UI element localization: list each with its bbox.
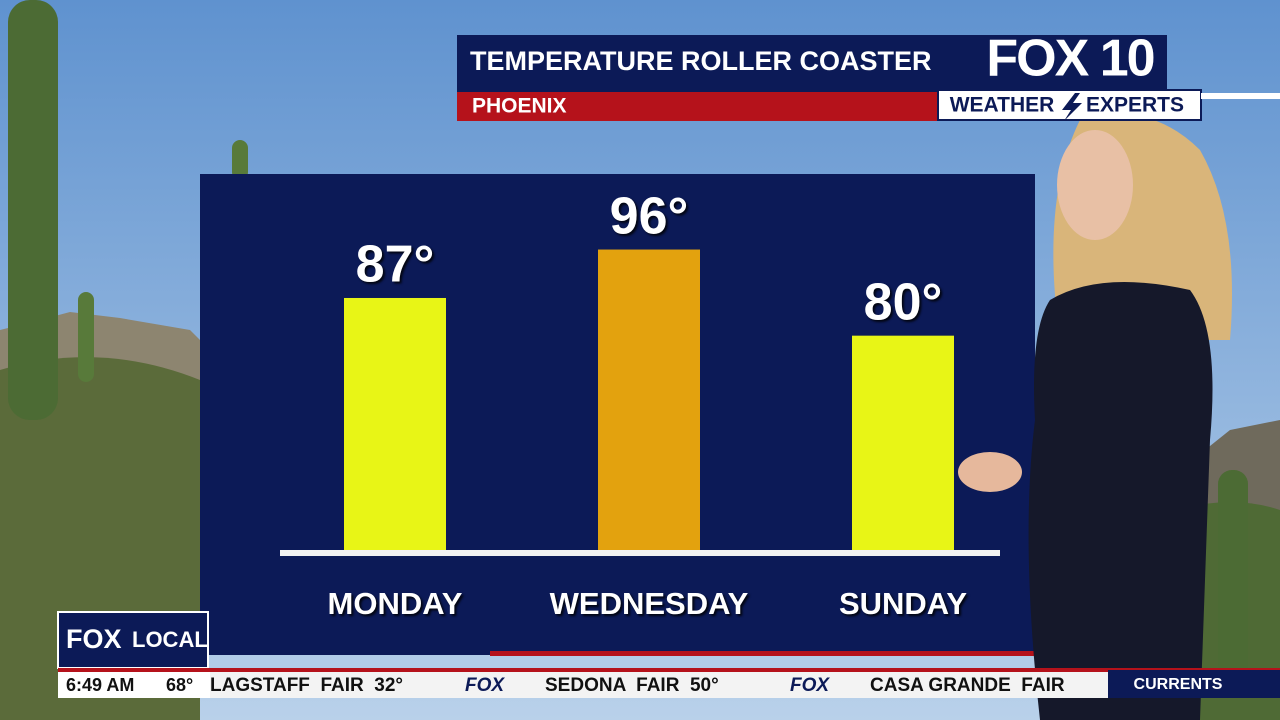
ticker-item: SEDONA FAIR 50° <box>545 675 719 696</box>
category-label: WEDNESDAY <box>550 586 749 621</box>
category-label: SUNDAY <box>839 586 967 621</box>
bar-chart: 87° MONDAY 96° WEDNESDAY 80° SUNDAY <box>328 187 968 621</box>
ticker-item: CASA GRANDE FAIR <box>870 675 1065 696</box>
header-title: TEMPERATURE ROLLER COASTER <box>470 46 932 76</box>
bolt-icon <box>1062 93 1082 121</box>
ticker-brand: FOX <box>790 675 830 696</box>
station-logo: FOX 10 <box>986 30 1153 88</box>
presenter <box>958 114 1232 720</box>
saguaro <box>1218 470 1248 690</box>
clock-box <box>58 672 210 698</box>
ticker-items: LAGSTAFF FAIR 32° SEDONA FAIR 50° CASA GRA… <box>210 675 1065 696</box>
bar <box>344 297 446 551</box>
ticker-rule <box>58 668 1280 673</box>
header-box <box>457 35 1167 92</box>
ticker-label: CURRENTS <box>1134 676 1223 693</box>
category-label: MONDAY <box>328 586 463 621</box>
ticker-time: 6:49 AM <box>66 675 134 695</box>
badge-fox: FOX <box>66 624 122 654</box>
location: PHOENIX <box>472 95 567 118</box>
header-rule <box>1201 93 1280 99</box>
bar <box>598 249 700 552</box>
local-badge <box>57 611 209 669</box>
saguaro <box>78 292 94 382</box>
experts-weather: WEATHER <box>950 94 1055 117</box>
currents-box <box>1108 670 1280 698</box>
ticker-brand: FOX <box>465 675 505 696</box>
experts-experts: EXPERTS <box>1086 94 1184 117</box>
bar <box>852 335 954 551</box>
saguaro <box>8 0 58 420</box>
value-label: 96° <box>610 187 689 245</box>
badge-local: LOCAL <box>132 627 208 652</box>
ticker-temp: 68° <box>166 675 193 695</box>
ticker-bar <box>58 672 1108 698</box>
baseline <box>280 550 1000 556</box>
saguaro <box>232 140 248 180</box>
location-bar <box>457 92 942 121</box>
value-label: 87° <box>356 236 435 294</box>
panel-accent <box>490 651 1035 656</box>
value-label: 80° <box>864 273 943 331</box>
ticker-item: LAGSTAFF FAIR 32° <box>210 675 403 696</box>
